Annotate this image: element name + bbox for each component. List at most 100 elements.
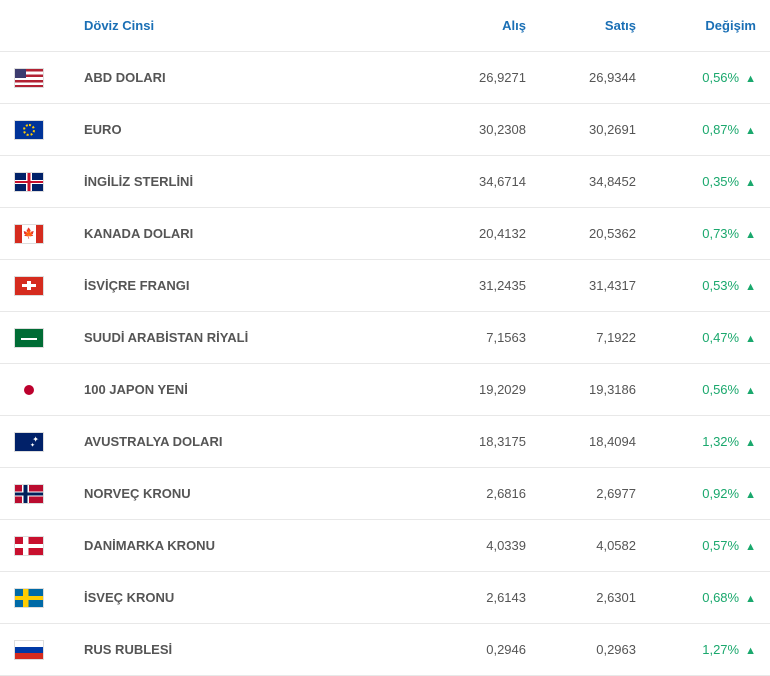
- change-percent: 1,27%▲: [636, 642, 756, 657]
- buy-price: 20,4132: [416, 226, 526, 241]
- currency-row[interactable]: KANADA DOLARI20,413220,53620,73%▲: [0, 208, 770, 260]
- currency-row[interactable]: İSVİÇRE FRANGI31,243531,43170,53%▲: [0, 260, 770, 312]
- arrow-up-icon: ▲: [745, 177, 756, 189]
- currency-row[interactable]: RUS RUBLESİ0,29460,29631,27%▲: [0, 624, 770, 676]
- currency-name: 100 JAPON YENİ: [84, 382, 416, 397]
- sell-price: 26,9344: [526, 70, 636, 85]
- change-percent: 0,47%▲: [636, 330, 756, 345]
- currency-row[interactable]: SUUDİ ARABİSTAN RİYALİ7,15637,19220,47%▲: [0, 312, 770, 364]
- au-flag-icon: [14, 432, 44, 452]
- flag-cell: [14, 120, 84, 140]
- flag-cell: [14, 276, 84, 296]
- gb-flag-icon: [14, 172, 44, 192]
- header-name: Döviz Cinsi: [84, 18, 416, 33]
- header-buy: Alış: [416, 18, 526, 33]
- header-change: Değişim: [636, 18, 756, 33]
- currency-name: DANİMARKA KRONU: [84, 538, 416, 553]
- change-percent: 1,32%▲: [636, 434, 756, 449]
- arrow-up-icon: ▲: [745, 73, 756, 85]
- flag-cell: [14, 380, 84, 400]
- buy-price: 7,1563: [416, 330, 526, 345]
- arrow-up-icon: ▲: [745, 229, 756, 241]
- us-flag-icon: [14, 68, 44, 88]
- currency-name: İNGİLİZ STERLİNİ: [84, 174, 416, 189]
- arrow-up-icon: ▲: [745, 281, 756, 293]
- arrow-up-icon: ▲: [745, 437, 756, 449]
- arrow-up-icon: ▲: [745, 333, 756, 345]
- flag-cell: [14, 172, 84, 192]
- sell-price: 30,2691: [526, 122, 636, 137]
- arrow-up-icon: ▲: [745, 593, 756, 605]
- ca-flag-icon: [14, 224, 44, 244]
- arrow-up-icon: ▲: [745, 645, 756, 657]
- sell-price: 4,0582: [526, 538, 636, 553]
- sa-flag-icon: [14, 328, 44, 348]
- currency-row[interactable]: İNGİLİZ STERLİNİ34,671434,84520,35%▲: [0, 156, 770, 208]
- change-percent: 0,56%▲: [636, 382, 756, 397]
- table-header-row: Döviz Cinsi Alış Satış Değişim: [0, 0, 770, 52]
- sell-price: 0,2963: [526, 642, 636, 657]
- jp-flag-icon: [14, 380, 44, 400]
- buy-price: 4,0339: [416, 538, 526, 553]
- buy-price: 34,6714: [416, 174, 526, 189]
- ch-flag-icon: [14, 276, 44, 296]
- buy-price: 0,2946: [416, 642, 526, 657]
- eu-flag-icon: [14, 120, 44, 140]
- change-percent: 0,87%▲: [636, 122, 756, 137]
- sell-price: 19,3186: [526, 382, 636, 397]
- flag-cell: [14, 640, 84, 660]
- buy-price: 2,6143: [416, 590, 526, 605]
- arrow-up-icon: ▲: [745, 125, 756, 137]
- flag-cell: [14, 68, 84, 88]
- buy-price: 19,2029: [416, 382, 526, 397]
- arrow-up-icon: ▲: [745, 385, 756, 397]
- flag-cell: [14, 432, 84, 452]
- buy-price: 18,3175: [416, 434, 526, 449]
- currency-row[interactable]: İSVEÇ KRONU2,61432,63010,68%▲: [0, 572, 770, 624]
- buy-price: 31,2435: [416, 278, 526, 293]
- change-percent: 0,92%▲: [636, 486, 756, 501]
- currency-name: RUS RUBLESİ: [84, 642, 416, 657]
- sell-price: 18,4094: [526, 434, 636, 449]
- flag-cell: [14, 536, 84, 556]
- currency-table: Döviz Cinsi Alış Satış Değişim ABD DOLAR…: [0, 0, 770, 676]
- change-percent: 0,35%▲: [636, 174, 756, 189]
- currency-row[interactable]: ABD DOLARI26,927126,93440,56%▲: [0, 52, 770, 104]
- no-flag-icon: [14, 484, 44, 504]
- sell-price: 2,6301: [526, 590, 636, 605]
- se-flag-icon: [14, 588, 44, 608]
- flag-cell: [14, 588, 84, 608]
- buy-price: 30,2308: [416, 122, 526, 137]
- currency-name: KANADA DOLARI: [84, 226, 416, 241]
- currency-row[interactable]: EURO30,230830,26910,87%▲: [0, 104, 770, 156]
- currency-name: EURO: [84, 122, 416, 137]
- change-percent: 0,68%▲: [636, 590, 756, 605]
- sell-price: 20,5362: [526, 226, 636, 241]
- sell-price: 34,8452: [526, 174, 636, 189]
- header-sell: Satış: [526, 18, 636, 33]
- arrow-up-icon: ▲: [745, 489, 756, 501]
- sell-price: 2,6977: [526, 486, 636, 501]
- change-percent: 0,53%▲: [636, 278, 756, 293]
- currency-row[interactable]: 100 JAPON YENİ19,202919,31860,56%▲: [0, 364, 770, 416]
- change-percent: 0,73%▲: [636, 226, 756, 241]
- currency-name: NORVEÇ KRONU: [84, 486, 416, 501]
- currency-row[interactable]: NORVEÇ KRONU2,68162,69770,92%▲: [0, 468, 770, 520]
- currency-name: SUUDİ ARABİSTAN RİYALİ: [84, 330, 416, 345]
- arrow-up-icon: ▲: [745, 541, 756, 553]
- flag-cell: [14, 328, 84, 348]
- currency-name: ABD DOLARI: [84, 70, 416, 85]
- buy-price: 26,9271: [416, 70, 526, 85]
- flag-cell: [14, 484, 84, 504]
- ru-flag-icon: [14, 640, 44, 660]
- currency-name: AVUSTRALYA DOLARI: [84, 434, 416, 449]
- dk-flag-icon: [14, 536, 44, 556]
- change-percent: 0,57%▲: [636, 538, 756, 553]
- sell-price: 31,4317: [526, 278, 636, 293]
- change-percent: 0,56%▲: [636, 70, 756, 85]
- buy-price: 2,6816: [416, 486, 526, 501]
- currency-name: İSVEÇ KRONU: [84, 590, 416, 605]
- currency-row[interactable]: AVUSTRALYA DOLARI18,317518,40941,32%▲: [0, 416, 770, 468]
- currency-name: İSVİÇRE FRANGI: [84, 278, 416, 293]
- currency-row[interactable]: DANİMARKA KRONU4,03394,05820,57%▲: [0, 520, 770, 572]
